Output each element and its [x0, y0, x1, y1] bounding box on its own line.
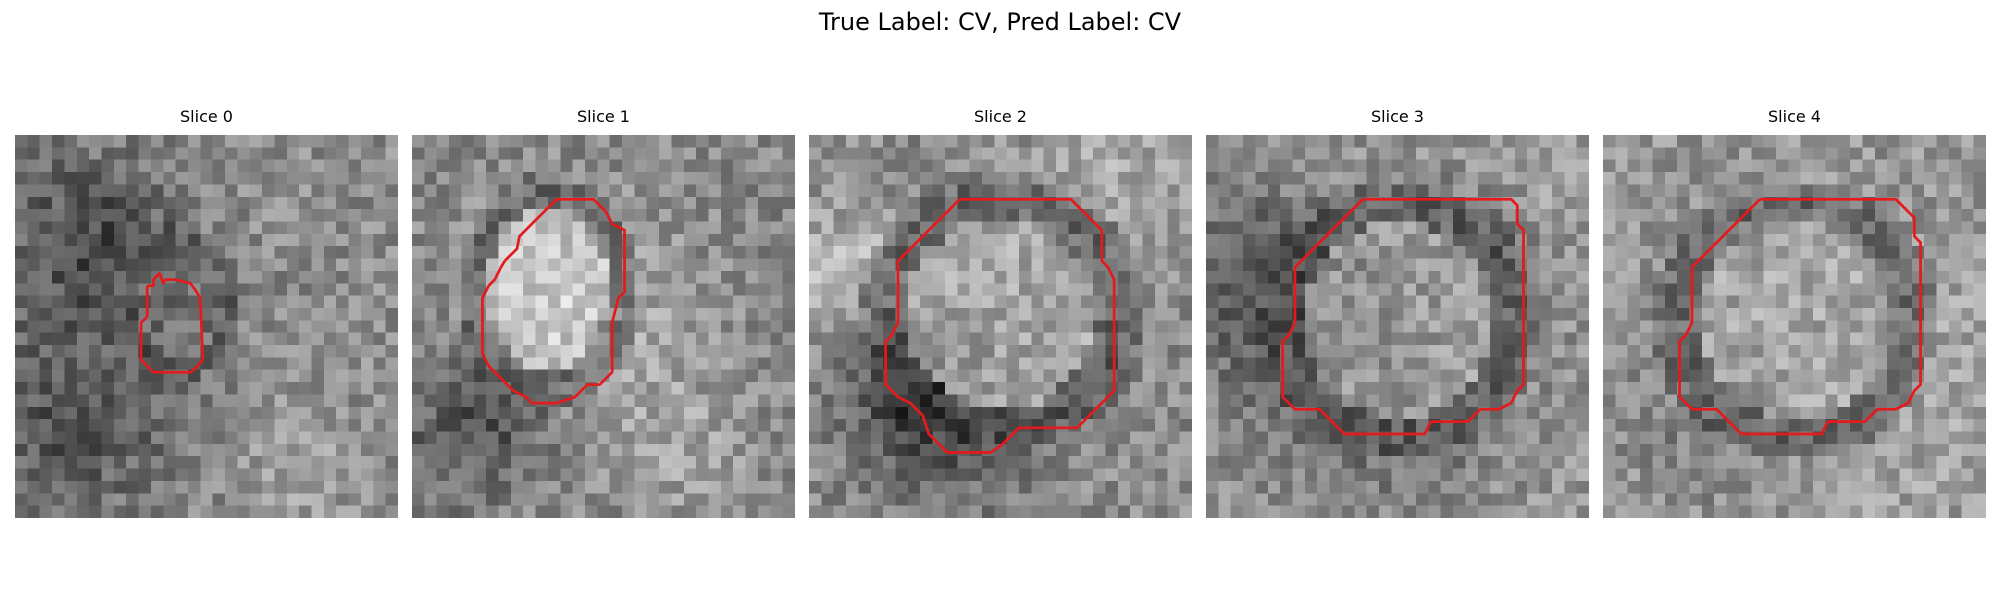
- slice-title: Slice 1: [577, 107, 630, 126]
- slice-image: [1603, 135, 1986, 518]
- slice-title: Slice 2: [974, 107, 1027, 126]
- segmentation-contour: [1678, 197, 1922, 436]
- slice-panel-2: Slice 2: [809, 106, 1192, 520]
- slice-image: [15, 135, 398, 518]
- figure-title: True Label: CV, Pred Label: CV: [818, 8, 1182, 36]
- segmentation-contour: [1281, 197, 1525, 436]
- segmentation-contour: [884, 197, 1116, 454]
- slice-panel-4: Slice 4: [1603, 106, 1986, 520]
- slice-title: Slice 0: [180, 107, 233, 126]
- slice-image: [1206, 135, 1589, 518]
- slice-panel-1: Slice 1: [412, 106, 795, 520]
- segmentation-contour: [139, 272, 205, 374]
- slice-title: Slice 4: [1768, 107, 1821, 126]
- slice-panel-3: Slice 3: [1206, 106, 1589, 520]
- slice-panel-0: Slice 0: [15, 106, 398, 520]
- slice-title: Slice 3: [1371, 107, 1424, 126]
- slice-image: [412, 135, 795, 518]
- slice-image: [809, 135, 1192, 518]
- segmentation-contour: [481, 197, 626, 405]
